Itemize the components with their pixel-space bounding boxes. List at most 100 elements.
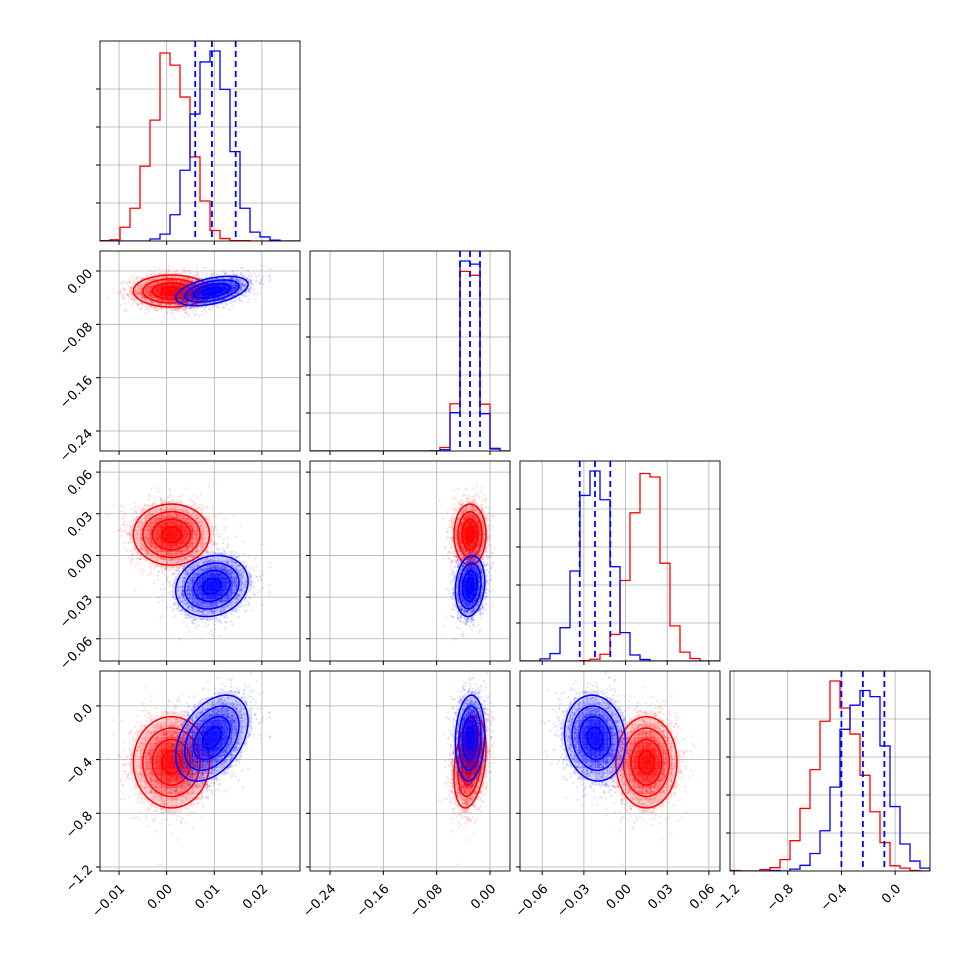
sample-point — [136, 284, 139, 288]
sample-point — [184, 282, 187, 285]
sample-point — [225, 303, 228, 306]
sample-point — [245, 277, 249, 280]
sample-point — [144, 282, 147, 286]
sample-point — [133, 282, 137, 285]
sample-point — [137, 303, 140, 306]
sample-point — [188, 297, 191, 300]
sample-point — [142, 284, 145, 287]
sample-point — [157, 280, 160, 284]
sample-point — [179, 280, 182, 283]
sample-point — [210, 275, 213, 278]
sample-point — [141, 293, 144, 296]
sample-point — [148, 308, 152, 311]
sample-point — [171, 272, 174, 275]
sample-point — [147, 286, 150, 289]
sample-point — [173, 276, 176, 279]
sample-point — [159, 272, 162, 275]
sample-point — [190, 295, 193, 298]
sample-point — [167, 279, 171, 282]
sample-point — [233, 300, 237, 303]
sample-point — [121, 282, 125, 285]
sample-point — [154, 281, 157, 285]
sample-point — [144, 288, 147, 291]
sample-point — [155, 273, 158, 276]
sample-point — [119, 292, 122, 295]
sample-point — [151, 284, 154, 288]
sample-point — [201, 305, 204, 309]
sample-point — [146, 288, 149, 291]
sample-point — [155, 309, 158, 312]
sample-point — [122, 296, 125, 300]
sample-point — [189, 277, 192, 280]
sample-point — [235, 284, 238, 287]
sample-point — [198, 285, 201, 288]
sample-point — [221, 298, 224, 301]
sample-point — [146, 281, 149, 284]
sample-point — [241, 283, 244, 287]
sample-point — [166, 275, 169, 279]
sample-point — [137, 292, 140, 295]
sample-point — [188, 273, 191, 276]
sample-point — [182, 298, 185, 301]
sample-point — [136, 289, 139, 292]
sample-point — [222, 270, 225, 273]
sample-point — [134, 288, 137, 291]
sample-point — [212, 271, 215, 274]
sample-point — [199, 305, 203, 309]
sample-point — [150, 295, 153, 298]
sample-point — [187, 269, 190, 272]
sample-point — [148, 294, 151, 297]
sample-point — [153, 306, 156, 309]
sample-point — [147, 287, 150, 290]
sample-point — [142, 295, 146, 299]
sample-point — [157, 281, 160, 284]
sample-point — [124, 289, 127, 292]
sample-point — [139, 292, 142, 295]
sample-point — [140, 289, 143, 292]
sample-point — [149, 301, 152, 304]
sample-point — [119, 303, 122, 306]
sample-point — [131, 292, 134, 296]
sample-point — [144, 290, 147, 293]
sample-point — [223, 528, 226, 531]
sample-point — [154, 273, 157, 276]
sample-point — [171, 308, 174, 311]
sample-point — [119, 288, 122, 291]
sample-point — [252, 290, 255, 293]
sample-point — [170, 280, 174, 283]
sample-point — [136, 291, 140, 294]
sample-point — [222, 306, 226, 309]
sample-point — [167, 270, 170, 273]
sample-point — [171, 303, 174, 306]
sample-point — [194, 286, 197, 289]
sample-point — [129, 277, 132, 280]
sample-point — [145, 293, 148, 296]
sample-point — [236, 269, 239, 272]
sample-point — [150, 572, 153, 576]
sample-point — [165, 312, 169, 315]
sample-point — [145, 287, 148, 290]
sample-point — [133, 298, 137, 301]
sample-point — [160, 303, 164, 306]
sample-point — [193, 298, 197, 301]
sample-point — [163, 280, 167, 283]
sample-point — [172, 266, 175, 270]
sample-point — [166, 279, 169, 282]
sample-point — [187, 296, 190, 299]
sample-point — [247, 278, 250, 282]
sample-point — [131, 285, 134, 289]
sample-point — [138, 283, 141, 286]
sample-point — [159, 298, 162, 301]
sample-point — [244, 284, 247, 287]
sample-point — [145, 305, 148, 308]
sample-point — [186, 277, 189, 280]
y-tick-label: −0.08 — [57, 320, 96, 359]
sample-point — [249, 272, 252, 276]
sample-point — [229, 302, 232, 305]
sample-point — [142, 296, 145, 299]
sample-point — [195, 266, 198, 269]
sample-point — [235, 284, 238, 287]
sample-point — [176, 304, 180, 307]
sample-point — [147, 291, 150, 294]
sample-point — [182, 307, 185, 310]
